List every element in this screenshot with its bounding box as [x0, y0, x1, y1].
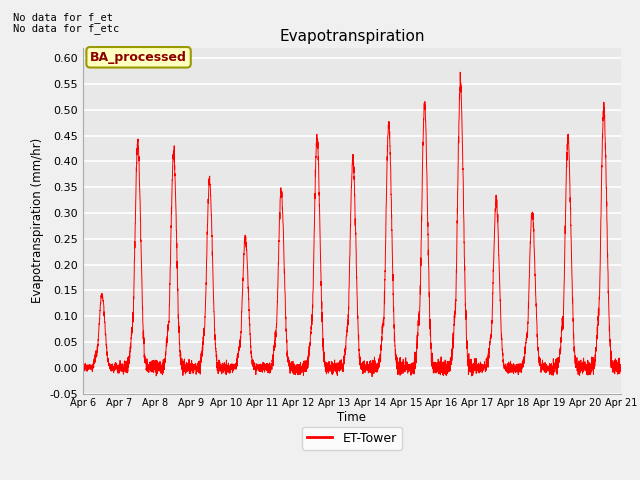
Text: BA_processed: BA_processed	[90, 51, 187, 64]
X-axis label: Time: Time	[337, 411, 367, 424]
Text: No data for f_et: No data for f_et	[13, 12, 113, 23]
Y-axis label: Evapotranspiration (mm/hr): Evapotranspiration (mm/hr)	[31, 138, 44, 303]
Title: Evapotranspiration: Evapotranspiration	[279, 29, 425, 44]
Legend: ET-Tower: ET-Tower	[302, 427, 402, 450]
Text: No data for f_etc: No data for f_etc	[13, 23, 119, 34]
